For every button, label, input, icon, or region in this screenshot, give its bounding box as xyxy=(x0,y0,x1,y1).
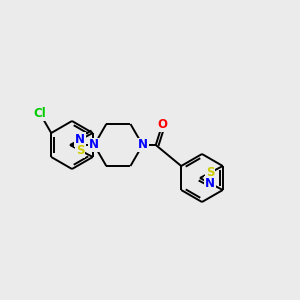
Text: O: O xyxy=(158,118,167,130)
Text: S: S xyxy=(206,166,214,179)
Text: S: S xyxy=(76,144,85,157)
Text: N: N xyxy=(205,177,215,190)
Text: Cl: Cl xyxy=(34,107,46,120)
Text: N: N xyxy=(138,139,148,152)
Text: N: N xyxy=(89,139,99,152)
Text: N: N xyxy=(75,133,85,146)
